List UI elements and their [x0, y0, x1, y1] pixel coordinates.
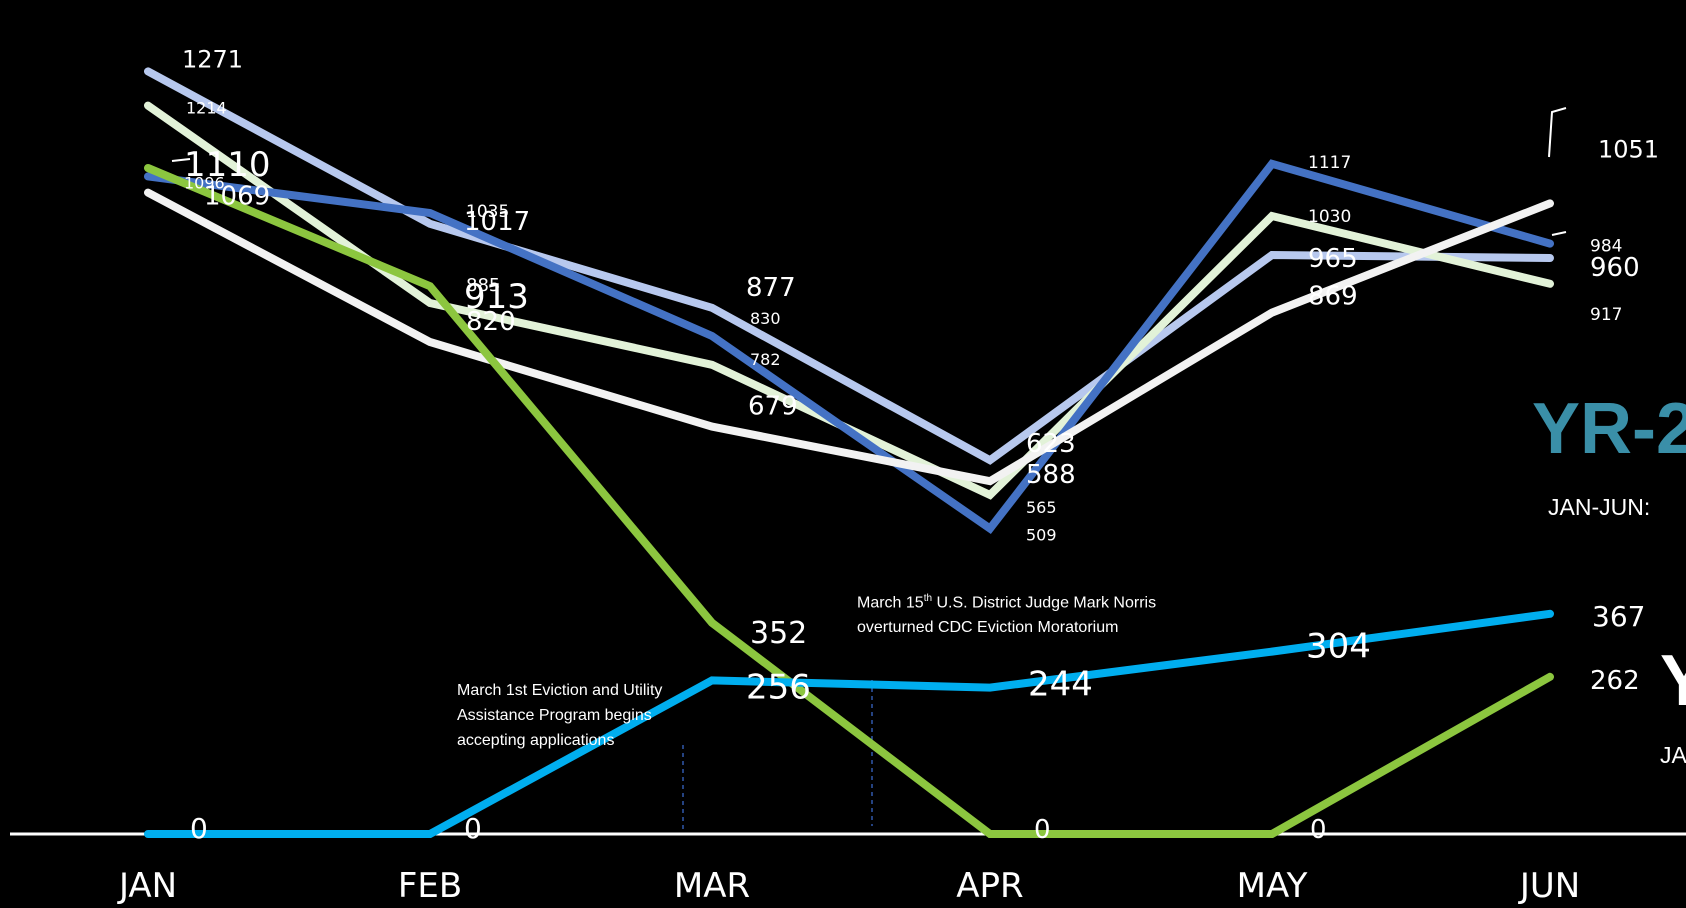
x-tick-label: JAN [117, 866, 177, 906]
data-label-s1-p2: 1017 [464, 207, 530, 237]
data-label-s4-p1: 1069 [204, 182, 270, 212]
data-label-s4-p5: 869 [1308, 282, 1358, 312]
year-title: YR-2 [1532, 389, 1686, 469]
x-tick-label: JUN [1518, 866, 1580, 906]
data-label-s3-p3: 830 [750, 309, 781, 328]
data-label-s5-p2: 913 [464, 277, 529, 317]
data-label-s2-p3: 782 [750, 350, 781, 369]
data-label-s2-p4: 565 [1026, 498, 1057, 517]
data-label-s4-p2: 820 [466, 307, 516, 337]
moratorium-date-suffix: th [923, 593, 933, 604]
data-label-s5-p6: 262 [1590, 666, 1640, 696]
x-tick-label: APR [956, 866, 1023, 906]
data-label-s1-p4: 623 [1026, 429, 1076, 459]
data-label-s4-p4: 588 [1026, 460, 1076, 490]
data-label-s3-p2: 1035 [466, 202, 509, 222]
x-tick-label: FEB [398, 866, 462, 906]
series-1-line [144, 67, 1554, 465]
series-6-line [144, 609, 1554, 838]
moratorium-text: U.S. District Judge Mark Norris overturn… [857, 594, 1157, 637]
data-label-s1-p1: 1271 [182, 45, 243, 73]
x-tick-label: MAY [1237, 866, 1308, 906]
leader-line-1069 [171, 158, 191, 162]
year-range-label-2: JA [1660, 742, 1686, 768]
data-label-s5-p4: 0 [1034, 815, 1051, 845]
year-title-2: Y [1660, 641, 1686, 721]
x-tick-label: MAR [674, 866, 750, 906]
data-label-s5-p3: 352 [750, 616, 807, 651]
data-label-s3-p4: 509 [1026, 526, 1057, 545]
data-label-s4-p6: 1051 [1598, 135, 1659, 163]
data-label-s1-p5: 965 [1308, 244, 1358, 274]
data-label-s4-p3: 679 [748, 392, 798, 422]
data-label-s6-p2: 0 [464, 812, 482, 845]
data-label-s2-p1: 1214 [186, 99, 227, 118]
moratorium-date: March 15 [857, 594, 924, 612]
data-label-s3-p1: 1096 [184, 173, 225, 192]
data-label-s1-p3: 877 [746, 273, 796, 303]
data-label-s6-p1: 0 [190, 812, 208, 845]
leader-line-960 [1551, 231, 1567, 236]
series-3-line [144, 159, 1554, 535]
data-label-s3-p6: 984 [1590, 237, 1622, 257]
data-label-s5-p5: 0 [1310, 815, 1327, 845]
data-label-s3-p5: 1117 [1308, 153, 1351, 173]
data-label-s2-p5: 1030 [1308, 207, 1351, 227]
data-label-s1-p6: 960 [1590, 253, 1640, 283]
leader-line-1051 [1548, 107, 1567, 158]
data-label-s2-p6: 917 [1590, 305, 1622, 325]
data-label-s2-p2: 885 [466, 275, 500, 296]
data-label-s6-p6: 367 [1592, 600, 1645, 633]
data-label-s6-p5: 304 [1306, 627, 1371, 667]
year-range-label: JAN-JUN: [1548, 494, 1651, 520]
data-label-s6-p4: 244 [1028, 665, 1093, 705]
annotation-moratorium: March 15th U.S. District Judge Mark Norr… [857, 586, 1157, 640]
series-5-line [144, 164, 1554, 838]
data-label-s5-p1: 1110 [184, 145, 271, 185]
annotation-assistance-program: March 1st Eviction and Utility Assistanc… [457, 682, 663, 749]
series-4-line [144, 188, 1554, 486]
data-label-s6-p3: 256 [746, 667, 811, 707]
